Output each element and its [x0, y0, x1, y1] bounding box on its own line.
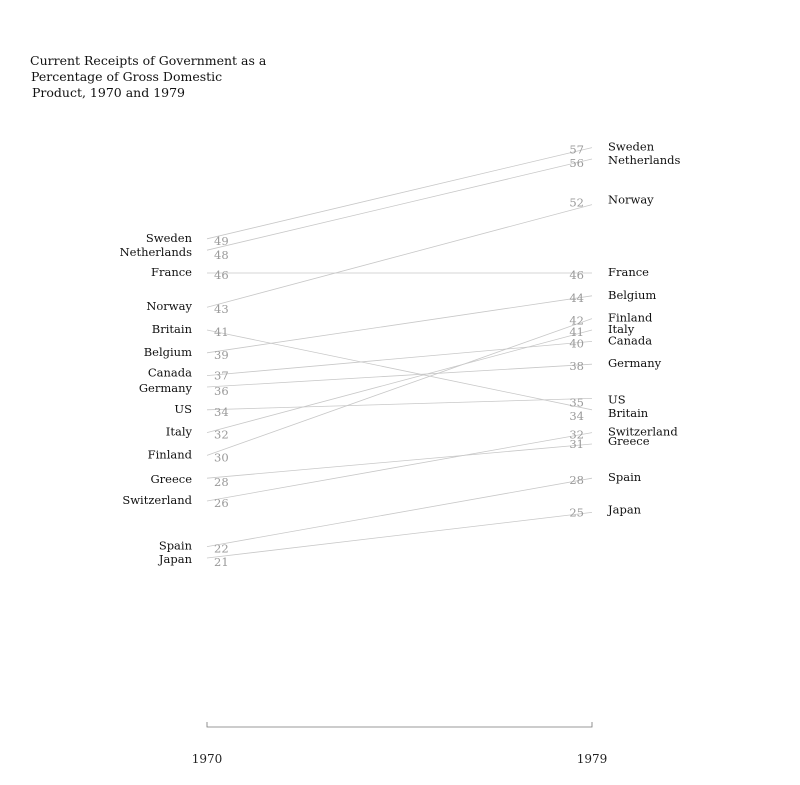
slope-line-belgium: [206, 295, 593, 354]
value-1979-france: 46: [569, 268, 584, 282]
value-1970-belgium: 39: [214, 348, 229, 362]
left-country-label-greece: Greece: [150, 472, 192, 486]
left-country-label-spain: Spain: [159, 539, 193, 553]
value-1979-belgium: 44: [569, 291, 584, 305]
x-axis-line: [206, 722, 593, 728]
value-1979-us: 35: [569, 395, 584, 409]
left-country-label-france: France: [151, 265, 192, 279]
left-country-label-japan: Japan: [158, 552, 193, 566]
left-country-label-germany: Germany: [139, 381, 193, 395]
slope-line-spain: [206, 477, 593, 547]
slope-line-finland: [206, 318, 593, 456]
right-country-label-britain: Britain: [608, 406, 649, 420]
chart-title: Current Receipts of Government as aPerce…: [30, 53, 267, 100]
right-country-label-netherlands: Netherlands: [608, 153, 681, 167]
right-country-label-france: France: [608, 265, 649, 279]
right-country-label-italy: Italy: [608, 322, 635, 336]
value-1970-switzerland: 26: [214, 496, 229, 510]
chart-title-line-3: Product, 1970 and 1979: [32, 85, 185, 100]
right-country-label-greece: Greece: [608, 434, 650, 448]
right-country-label-spain: Spain: [608, 470, 642, 484]
left-country-label-switzerland: Switzerland: [122, 493, 192, 507]
slope-lines: [206, 147, 593, 559]
left-country-label-italy: Italy: [166, 425, 193, 439]
value-1970-norway: 43: [214, 302, 229, 316]
slope-line-switzerland: [206, 432, 593, 502]
slope-line-germany: [206, 363, 593, 388]
right-country-label-belgium: Belgium: [608, 288, 656, 302]
x-axis: 1970 1979: [192, 722, 608, 766]
left-country-label-sweden: Sweden: [146, 231, 193, 245]
left-country-label-canada: Canada: [148, 366, 192, 380]
value-1979-sweden: 57: [569, 143, 584, 157]
right-labels-1979: 57 Sweden 56 Netherlands 46 France 52 Norway 34 B…: [569, 140, 680, 520]
slope-line-japan: [206, 512, 593, 559]
value-1979-switzerland: 32: [569, 428, 584, 442]
value-1979-japan: 25: [569, 505, 584, 519]
slope-line-sweden: [206, 147, 593, 240]
value-1970-spain: 22: [214, 542, 229, 556]
left-country-label-norway: Norway: [146, 299, 192, 313]
right-country-label-japan: Japan: [607, 502, 642, 516]
value-1979-canada: 40: [569, 336, 584, 350]
slope-line-italy: [206, 329, 593, 433]
chart-title-line-1: Current Receipts of Government as a: [30, 53, 267, 68]
value-1979-spain: 28: [569, 473, 584, 487]
value-1979-finland: 42: [569, 314, 584, 328]
x-tick-label-1970: 1970: [192, 752, 223, 766]
value-1970-france: 46: [214, 268, 229, 282]
value-1970-germany: 36: [214, 384, 229, 398]
right-country-label-sweden: Sweden: [608, 140, 655, 154]
value-1970-canada: 37: [214, 369, 229, 383]
slope-line-britain: [206, 329, 593, 411]
x-tick-label-1979: 1979: [577, 752, 608, 766]
left-country-label-netherlands: Netherlands: [120, 245, 193, 259]
value-1979-italy: 41: [569, 325, 584, 339]
right-country-label-germany: Germany: [608, 356, 662, 370]
left-country-label-finland: Finland: [148, 447, 193, 461]
slope-line-us: [206, 398, 593, 411]
right-country-label-us: US: [608, 392, 626, 406]
value-1979-netherlands: 56: [569, 156, 584, 170]
chart-title-line-2: Percentage of Gross Domestic: [31, 69, 222, 84]
value-1970-italy: 32: [214, 428, 229, 442]
value-1979-germany: 38: [569, 359, 584, 373]
value-1970-finland: 30: [214, 450, 229, 464]
value-1979-norway: 52: [569, 196, 584, 210]
slope-line-norway: [206, 204, 593, 308]
left-labels-1970: Sweden 49 Netherlands 48 France 46 Norway 43 Bri…: [120, 231, 229, 569]
right-country-label-finland: Finland: [608, 311, 653, 325]
value-1970-us: 34: [214, 405, 229, 419]
right-country-label-canada: Canada: [608, 333, 652, 347]
right-country-label-switzerland: Switzerland: [608, 425, 678, 439]
value-1970-japan: 21: [214, 555, 229, 569]
value-1970-britain: 41: [214, 325, 229, 339]
slope-line-greece: [206, 443, 593, 479]
value-1979-greece: 31: [569, 437, 584, 451]
left-country-label-britain: Britain: [152, 322, 193, 336]
slope-line-netherlands: [206, 158, 593, 251]
value-1970-sweden: 49: [214, 234, 229, 248]
left-country-label-belgium: Belgium: [144, 345, 192, 359]
value-1979-britain: 34: [569, 409, 584, 423]
value-1970-netherlands: 48: [214, 248, 229, 262]
value-1970-greece: 28: [214, 475, 229, 489]
slope-line-canada: [206, 341, 593, 376]
left-country-label-us: US: [174, 402, 192, 416]
right-country-label-norway: Norway: [608, 193, 654, 207]
